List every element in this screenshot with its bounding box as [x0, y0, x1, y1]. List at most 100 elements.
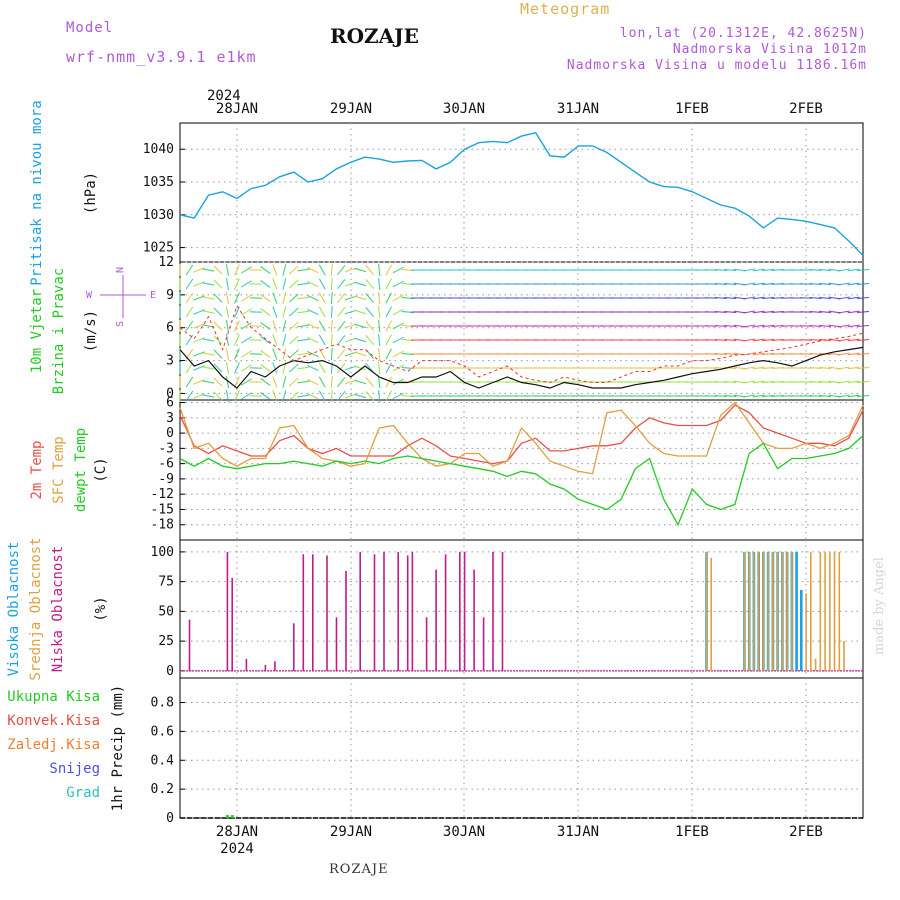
high-cloud-ylabel: Visoka Oblacnost [6, 542, 22, 677]
wind-arrow [847, 338, 860, 342]
mid-cloud-bar [805, 593, 807, 671]
wind-arrow [233, 348, 240, 360]
precip-legend-item: Ukupna Kisa [7, 689, 100, 705]
wind-arrow [847, 366, 860, 370]
wind-unit: (m/s) [83, 310, 99, 352]
pressure-line [179, 132, 864, 256]
wind-arrow [272, 334, 278, 346]
wind-arrow [762, 268, 775, 272]
wind-arrow [213, 293, 223, 303]
wind-arrow [724, 352, 737, 356]
wind-arrow [213, 349, 223, 359]
temp-unit: (C) [93, 457, 109, 482]
y-tick-label: -3 [158, 441, 174, 456]
wind-arrow [714, 381, 727, 383]
wind-arrow [809, 381, 822, 383]
x-top-tick-label: 28JAN [216, 101, 258, 117]
wind-arrow [847, 282, 860, 286]
wind-arrow [385, 376, 392, 388]
panel-frame-precip [179, 677, 864, 819]
wind-arrow [307, 364, 319, 372]
wind-arrow [714, 311, 727, 313]
panel-frame-pressure [179, 122, 864, 263]
wind-arrow [847, 296, 860, 300]
wind-arrow [289, 321, 299, 331]
x-top-year: 2024 [207, 88, 241, 104]
mid-cloud-bar [829, 551, 831, 671]
temp-2m-line [179, 404, 864, 465]
wind-arrow [847, 394, 860, 398]
wind-arrow [330, 305, 333, 319]
wind-arrow [185, 264, 194, 276]
wind-arrow [378, 305, 381, 319]
y-tick-label: 1025 [143, 241, 174, 256]
wind-arrow [724, 394, 737, 398]
wind-arrow [762, 282, 775, 286]
wind-arrow [225, 292, 230, 304]
y-tick-label: -18 [151, 518, 174, 533]
wind-arrow [318, 306, 326, 318]
wind-arrow [809, 367, 822, 369]
low-cloud-bar [411, 551, 414, 671]
low-cloud-bar [293, 623, 295, 671]
wind-arrow [330, 333, 333, 347]
wind-arrow [752, 394, 765, 398]
wind-arrow [819, 324, 832, 328]
mid-cloud-bar [819, 551, 822, 671]
wind-arrow [241, 294, 252, 302]
model-name: wrf-nmm_v3.9.1 e1km [66, 48, 257, 66]
wind-arrow [213, 363, 223, 373]
wind-arrow [272, 264, 278, 276]
wind-arrow [819, 296, 832, 300]
mid-cloud-bar [772, 551, 774, 671]
mid-cloud-bar [786, 551, 788, 671]
low-cloud-bar [188, 619, 191, 671]
watermark: made by Angel [872, 557, 887, 655]
x-top-tick-label: 29JAN [330, 101, 372, 117]
wind-arrow [260, 294, 271, 302]
wind-arrow [724, 324, 737, 328]
sfc-temp-line [179, 401, 864, 475]
wind-arrow [289, 265, 299, 275]
wind-arrow [714, 325, 727, 327]
wind-arrow [193, 379, 205, 385]
wind-arrow [193, 281, 205, 287]
wind-arrow [378, 263, 381, 277]
panel-frame-clouds [179, 539, 864, 679]
mid-cloud-bar [705, 551, 708, 671]
wind-arrow [193, 295, 205, 301]
wind-arrow [297, 310, 310, 314]
wind-arrow [202, 296, 215, 300]
mid-cloud-bar [776, 551, 779, 671]
wind-arrow [337, 362, 346, 374]
wind-arrow [260, 336, 271, 344]
x-top-tick-label: 31JAN [557, 101, 599, 117]
precip-legend-item: Zaledj.Kisa [7, 737, 100, 753]
wind-arrow [318, 334, 326, 346]
x-bottom-tick-label: 29JAN [330, 824, 372, 840]
low-cloud-bar [345, 570, 347, 671]
wind-arrow [752, 282, 765, 286]
compass-w: W [86, 290, 93, 301]
y-tick-label: 1030 [143, 208, 174, 223]
wind-arrow [225, 334, 230, 346]
wind-arrow [378, 277, 381, 291]
wind-arrow [838, 338, 850, 342]
wind-arrow [752, 310, 765, 314]
wind-arrow [282, 376, 287, 388]
wind-arrow [385, 292, 392, 304]
y-tick-label: 1040 [143, 142, 174, 157]
x-bottom-tick-label: 28JAN [216, 824, 258, 840]
wind-gust-line [179, 304, 864, 384]
wind-arrow [392, 294, 404, 302]
wind-arrow [330, 319, 333, 333]
y-tick-label: 0.4 [151, 753, 175, 768]
dewpt-temp-line [179, 435, 864, 527]
wind-arrow [297, 366, 310, 370]
wind-arrow [202, 394, 215, 398]
x-top-tick-label: 1FEB [675, 101, 709, 117]
precip-bar [230, 815, 234, 818]
mid-cloud-ylabel: Srednja Oblacnost [28, 537, 44, 680]
wind-arrow [724, 296, 737, 300]
wind-arrow [241, 350, 252, 358]
